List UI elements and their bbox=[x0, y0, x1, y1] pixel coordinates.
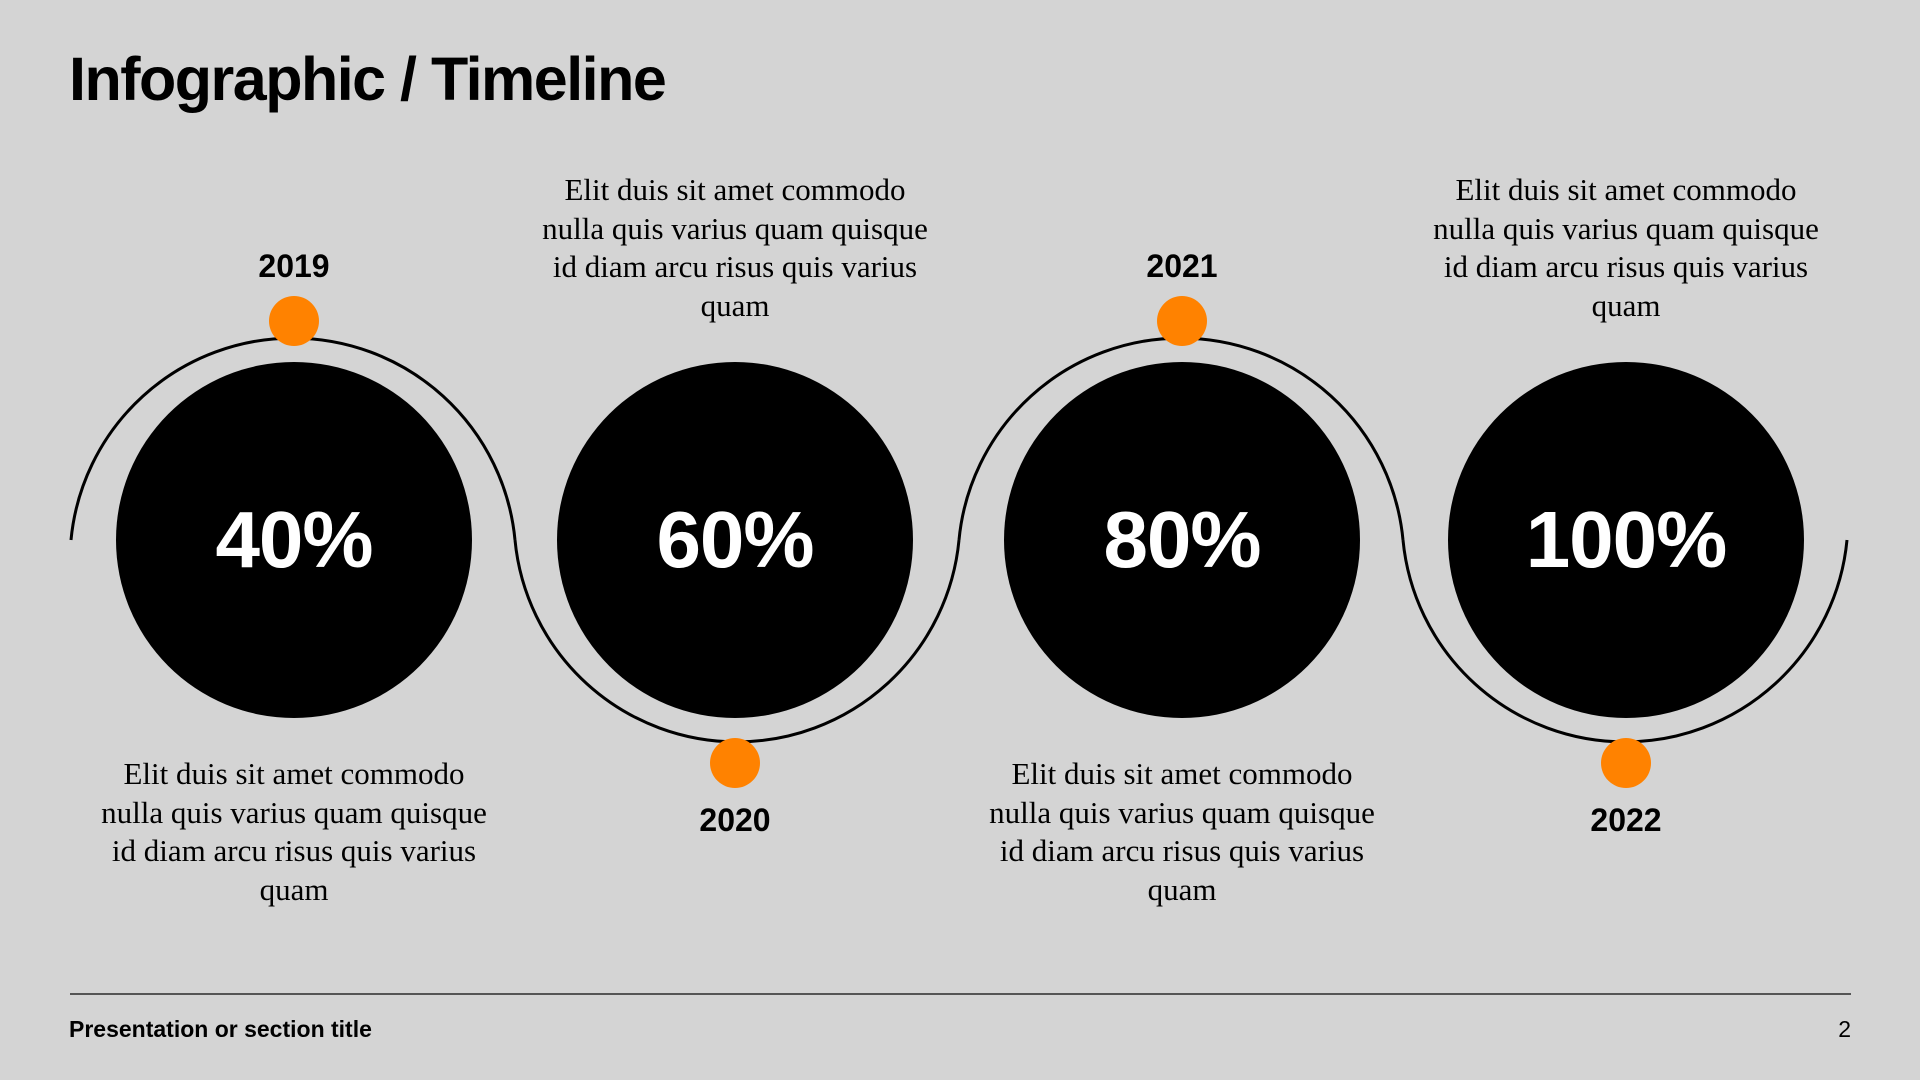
milestone-description: Elit duis sit amet commodo nulla quis va… bbox=[989, 756, 1375, 907]
milestone-year: 2021 bbox=[1146, 248, 1218, 284]
milestone-year: 2019 bbox=[258, 248, 330, 284]
milestone-dot bbox=[1157, 296, 1207, 346]
slide-title: Infographic / Timeline bbox=[69, 45, 667, 113]
milestone-description: Elit duis sit amet commodo nulla quis va… bbox=[1433, 172, 1819, 323]
page-number: 2 bbox=[1838, 1016, 1851, 1042]
footer-section-title: Presentation or section title bbox=[69, 1016, 372, 1042]
milestone-percent: 40% bbox=[215, 495, 373, 584]
milestone-description: Elit duis sit amet commodo nulla quis va… bbox=[542, 172, 928, 323]
milestone-dot bbox=[1601, 738, 1651, 788]
milestone-dot bbox=[269, 296, 319, 346]
milestone-circle bbox=[116, 362, 472, 718]
milestone-percent: 60% bbox=[656, 495, 814, 584]
footer-divider bbox=[70, 993, 1851, 995]
milestone-dot bbox=[710, 738, 760, 788]
milestone-circle bbox=[1448, 362, 1804, 718]
milestone-percent: 80% bbox=[1103, 495, 1261, 584]
milestone-year: 2022 bbox=[1590, 802, 1662, 838]
milestone-circle bbox=[1004, 362, 1360, 718]
milestone-percent: 100% bbox=[1525, 495, 1728, 584]
milestone-description: Elit duis sit amet commodo nulla quis va… bbox=[101, 756, 487, 907]
milestone-year: 2020 bbox=[699, 802, 771, 838]
milestone-circle bbox=[557, 362, 913, 718]
